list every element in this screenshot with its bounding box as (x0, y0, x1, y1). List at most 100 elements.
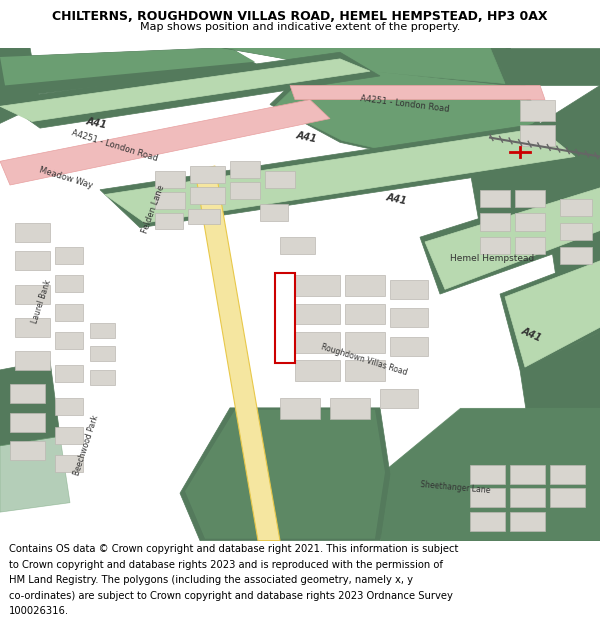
Bar (295, 275, 340, 296)
Polygon shape (105, 128, 575, 223)
Bar (345, 361, 385, 381)
Text: Roughdown Villas Road: Roughdown Villas Road (320, 342, 408, 377)
Text: co-ordinates) are subject to Crown copyright and database rights 2023 Ordnance S: co-ordinates) are subject to Crown copyr… (9, 591, 453, 601)
Polygon shape (0, 48, 260, 95)
Bar (15, 284, 50, 304)
Bar (55, 455, 83, 472)
Polygon shape (505, 261, 600, 367)
Text: A4251 - London Road: A4251 - London Road (70, 129, 158, 163)
Bar (520, 125, 555, 146)
Bar (510, 465, 545, 484)
Bar (55, 275, 83, 292)
Bar (55, 304, 83, 321)
Bar (155, 214, 183, 229)
Text: Map shows position and indicative extent of the property.: Map shows position and indicative extent… (140, 22, 460, 32)
Polygon shape (0, 59, 370, 121)
Bar (480, 237, 510, 254)
Bar (295, 361, 340, 381)
Bar (390, 308, 428, 328)
Bar (55, 398, 83, 416)
Polygon shape (180, 408, 390, 541)
Bar (10, 412, 45, 432)
Bar (10, 384, 45, 403)
Text: Beechwood Park: Beechwood Park (72, 414, 100, 476)
Polygon shape (0, 99, 330, 185)
Polygon shape (0, 436, 70, 512)
Bar (345, 304, 385, 324)
Text: A41: A41 (85, 116, 107, 130)
Bar (560, 247, 592, 264)
Text: 100026316.: 100026316. (9, 606, 69, 616)
Polygon shape (0, 361, 60, 446)
Bar (55, 427, 83, 444)
Polygon shape (185, 410, 385, 539)
Bar (155, 171, 185, 188)
Polygon shape (520, 332, 600, 436)
Text: A4251 - London Road: A4251 - London Road (360, 94, 450, 114)
Bar (330, 398, 370, 419)
Text: Contains OS data © Crown copyright and database right 2021. This information is : Contains OS data © Crown copyright and d… (9, 544, 458, 554)
Polygon shape (500, 256, 600, 370)
Bar (260, 204, 288, 221)
Text: Laurel Bank: Laurel Bank (30, 279, 53, 324)
Bar (55, 247, 83, 264)
Polygon shape (225, 48, 505, 84)
Bar (515, 237, 545, 254)
Polygon shape (290, 86, 545, 99)
Polygon shape (425, 188, 600, 289)
Bar (230, 182, 260, 199)
Bar (390, 280, 428, 299)
Bar (275, 273, 295, 363)
Bar (10, 441, 45, 460)
Bar (515, 190, 545, 207)
Bar (560, 223, 592, 240)
Bar (190, 166, 225, 183)
Bar (265, 171, 295, 188)
Bar (550, 465, 585, 484)
Bar (295, 332, 340, 353)
Polygon shape (220, 48, 510, 86)
Bar (560, 199, 592, 216)
Bar (15, 351, 50, 370)
Text: Hemel Hempstead: Hemel Hempstead (450, 254, 534, 263)
Polygon shape (380, 408, 600, 541)
Bar (190, 187, 225, 204)
Bar (380, 389, 418, 408)
Bar (345, 332, 385, 353)
Text: Meadow Way: Meadow Way (38, 165, 94, 190)
Bar (390, 337, 428, 356)
Bar (15, 251, 50, 271)
Bar (90, 322, 115, 338)
Polygon shape (420, 180, 600, 294)
Text: A41: A41 (295, 130, 317, 144)
Polygon shape (100, 123, 580, 228)
Polygon shape (270, 48, 540, 171)
Text: HM Land Registry. The polygons (including the associated geometry, namely x, y: HM Land Registry. The polygons (includin… (9, 575, 413, 585)
Polygon shape (0, 52, 380, 128)
Bar (90, 370, 115, 385)
Polygon shape (490, 48, 600, 86)
Bar (188, 209, 220, 224)
Bar (480, 214, 510, 231)
Bar (470, 465, 505, 484)
Text: Felden Lane: Felden Lane (140, 183, 166, 234)
Bar (15, 318, 50, 337)
Text: A41: A41 (385, 192, 407, 206)
Bar (55, 332, 83, 349)
Text: A41: A41 (520, 326, 543, 344)
Polygon shape (0, 48, 40, 123)
Bar (155, 192, 185, 209)
Bar (510, 489, 545, 508)
Bar (520, 99, 555, 121)
Text: CHILTERNS, ROUGHDOWN VILLAS ROAD, HEMEL HEMPSTEAD, HP3 0AX: CHILTERNS, ROUGHDOWN VILLAS ROAD, HEMEL … (52, 11, 548, 24)
Bar (90, 346, 115, 361)
Polygon shape (0, 48, 255, 86)
Bar (515, 214, 545, 231)
Polygon shape (540, 86, 600, 161)
Text: Sheethanger Lane: Sheethanger Lane (420, 480, 491, 495)
Bar (230, 161, 260, 178)
Bar (510, 512, 545, 531)
Polygon shape (195, 166, 280, 541)
Bar (15, 223, 50, 242)
Bar (470, 512, 505, 531)
